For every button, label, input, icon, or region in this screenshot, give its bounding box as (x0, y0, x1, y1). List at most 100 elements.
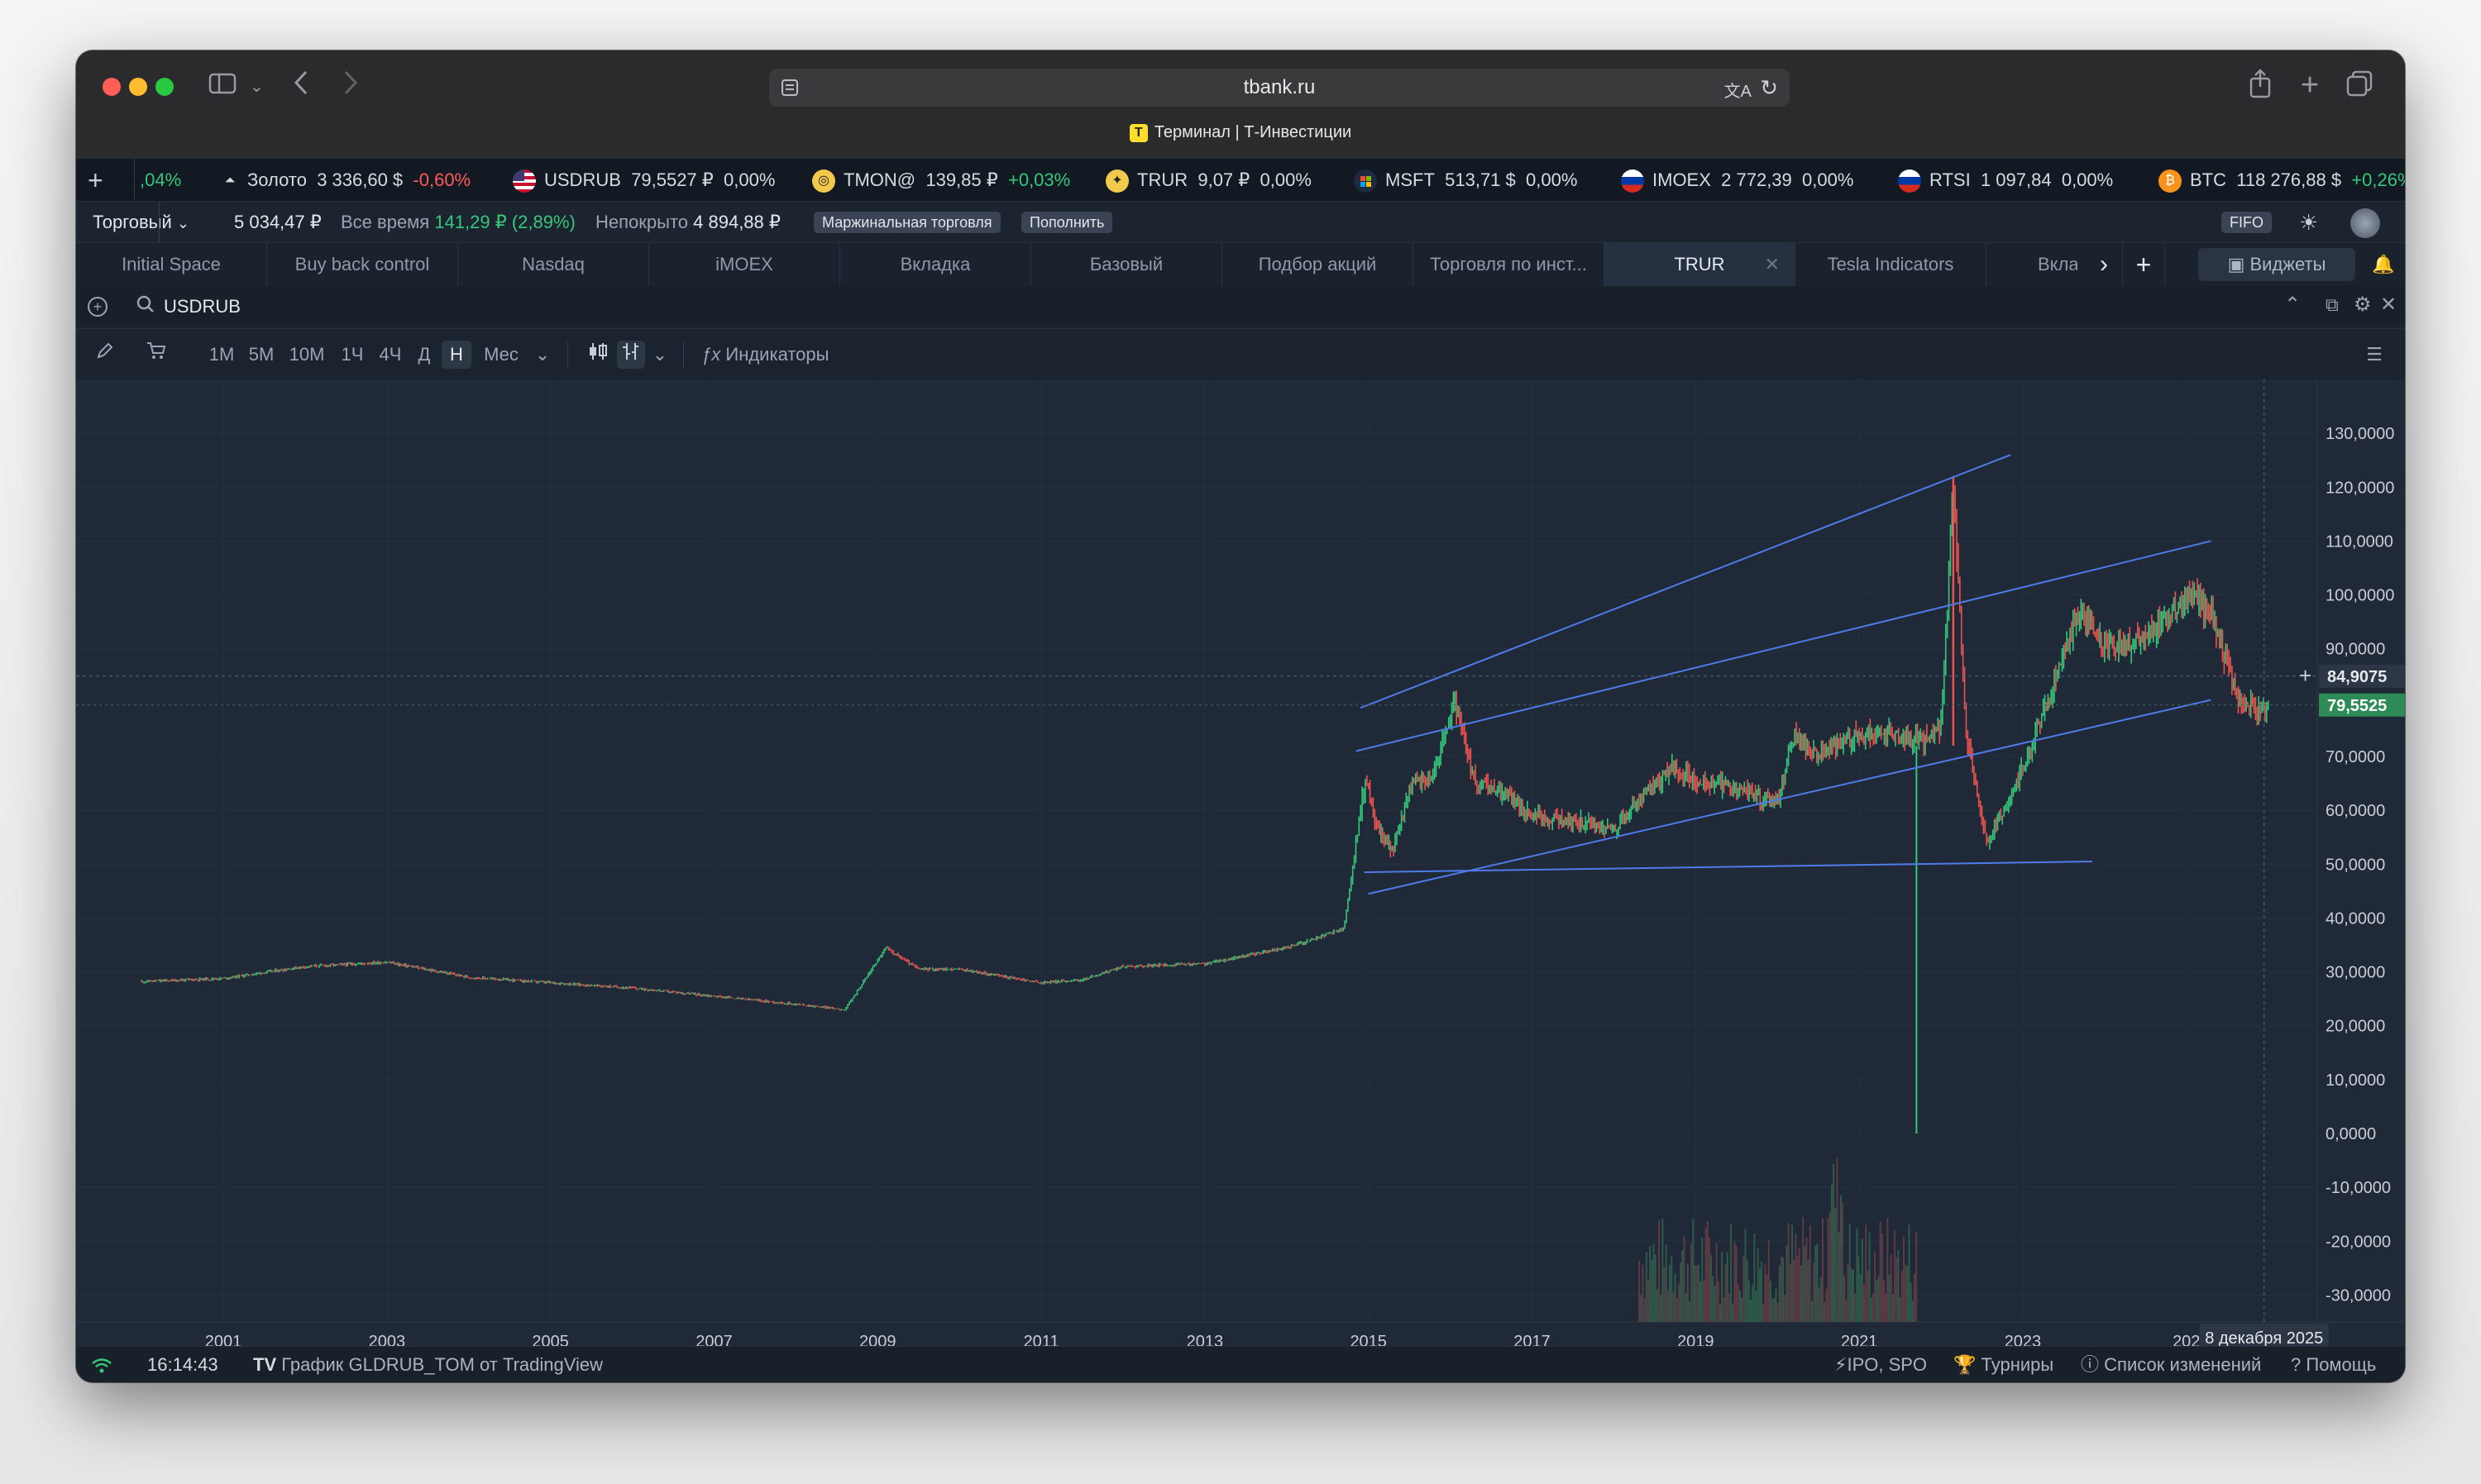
close-widget-icon[interactable]: ✕ (2380, 293, 2397, 316)
tournaments-link[interactable]: 🏆 Турниры (1953, 1347, 2053, 1382)
back-arrow-icon[interactable] (293, 69, 309, 106)
tab-buy-back-control[interactable]: Buy back control (267, 243, 458, 286)
interval-10m[interactable]: 10М (289, 344, 325, 365)
changelog-link[interactable]: ⓘ Список изменений (2081, 1347, 2261, 1382)
ticker-name: Золото (247, 169, 307, 190)
chevron-down-icon[interactable]: ⌄ (652, 344, 668, 365)
ticker-item[interactable]: ₿ BTC 118 276,88 $ +0,26% (2158, 159, 2405, 202)
ticker-item[interactable]: ◎ TMON@ 139,85 ₽ +0,03% (812, 159, 1070, 202)
tab-nasdaq[interactable]: Nasdaq (458, 243, 649, 286)
tradingview-credit[interactable]: TV График GLDRUB_TOM от TradingView (253, 1347, 603, 1382)
minimize-window-button[interactable] (129, 78, 147, 96)
ticker-item[interactable]: RTSI 1 097,84 0,00% (1898, 159, 2113, 202)
tab-torgovlya[interactable]: Торговля по инст... (1413, 243, 1604, 286)
page-menu-icon[interactable] (781, 79, 799, 101)
ticker-item[interactable]: ⏶ Золото 3 336,60 $ -0,60% (221, 159, 471, 202)
volume-bar (1910, 1282, 1912, 1322)
ticker-item[interactable]: ✦ TRUR 9,07 ₽ 0,00% (1106, 159, 1312, 202)
volume-bar (1730, 1224, 1733, 1322)
volume-bar (1640, 1295, 1642, 1322)
interval-5m[interactable]: 5М (248, 344, 275, 365)
volume-bar (1877, 1276, 1880, 1322)
forward-arrow-icon[interactable] (342, 69, 359, 106)
clear-drawings-icon[interactable]: ☰ (2366, 344, 2383, 365)
topup-button[interactable]: Пополнить (1021, 212, 1113, 233)
interval-1m[interactable]: 1М (208, 344, 235, 365)
volume-bar (1710, 1255, 1713, 1322)
tab-initial-space-label[interactable]: Initial Space (76, 243, 267, 286)
volume-bar (1828, 1211, 1831, 1322)
close-window-button[interactable] (103, 78, 121, 96)
reload-icon[interactable]: ↻ (1760, 75, 1778, 100)
bell-icon[interactable]: 🔔 (2372, 254, 2395, 274)
account-selector[interactable]: Торговый ⌄ (93, 202, 189, 244)
ticker-change: ,04% (140, 169, 182, 190)
indicators-button[interactable]: ƒx Индикаторы (701, 341, 850, 369)
symbol-search-input[interactable]: USDRUB (164, 296, 241, 317)
browser-titlebar: ⌄ tbank.ru 文A ↻ + T Терминал | Т-Инвестиц… (76, 50, 2405, 158)
bars-icon[interactable] (617, 341, 645, 369)
y-tick-label: 50,0000 (2326, 856, 2385, 874)
detach-icon[interactable]: ⧉ (2326, 294, 2339, 315)
cart-icon[interactable] (142, 341, 170, 369)
search-icon (136, 294, 155, 319)
chevron-down-icon[interactable]: ⌄ (250, 78, 264, 96)
interval-4h[interactable]: 4Ч (379, 344, 402, 365)
volume-bar (1694, 1265, 1696, 1322)
volume-bar (1895, 1257, 1898, 1322)
margin-trading-chip[interactable]: Маржинальная торговля (814, 212, 1001, 233)
interval-day[interactable]: Д (418, 344, 431, 365)
help-link[interactable]: ? Помощь (2291, 1347, 2376, 1382)
volume-bar (1830, 1185, 1833, 1322)
tab-imoex[interactable]: iMOEX (649, 243, 840, 286)
volume-bar (1752, 1284, 1754, 1322)
add-tab-icon[interactable]: + (2123, 243, 2165, 286)
tab-podbor-akcii[interactable]: Подбор акций (1222, 243, 1413, 286)
collapse-icon[interactable]: ⌃ (2284, 293, 2302, 316)
settings-gear-icon[interactable]: ⚙ (2354, 293, 2372, 316)
tab-bazovyi[interactable]: Базовый (1031, 243, 1222, 286)
ipo-link[interactable]: ⚡IPO, SPO (1834, 1347, 1927, 1382)
volume-bar (1737, 1284, 1739, 1322)
interval-month[interactable]: Мес (484, 344, 519, 365)
add-ticker-icon[interactable]: + (88, 165, 103, 195)
theme-icon[interactable]: ☀ (2299, 210, 2319, 235)
volume-bar (1695, 1265, 1698, 1322)
tab-vkladka[interactable]: Вкладка (840, 243, 1031, 286)
share-icon[interactable] (2248, 69, 2273, 107)
ticker-item[interactable]: IMOEX 2 772,39 0,00% (1621, 159, 1853, 202)
ticker-item[interactable]: ,04% (134, 159, 181, 202)
ticker-item[interactable]: MSFT 513,71 $ 0,00% (1354, 159, 1577, 202)
pencil-icon[interactable] (91, 341, 119, 369)
sidebar-toggle-icon[interactable] (208, 70, 237, 103)
volume-bar (1690, 1243, 1693, 1322)
add-widget-icon[interactable]: + (88, 297, 108, 317)
volume-bar (1747, 1280, 1750, 1322)
ticker-change: 0,00% (1260, 169, 1312, 190)
zoom-window-button[interactable] (155, 78, 174, 96)
chart-canvas[interactable]: 130,0000 120,0000 110,0000 100,0000 90,0000 8… (76, 379, 2405, 1366)
price-chart[interactable]: 130,0000 120,0000 110,0000 100,0000 90,0000 8… (76, 379, 2405, 1366)
tab-tesla-indicators[interactable]: Tesla Indicators (1795, 243, 1986, 286)
new-tab-icon[interactable]: + (2301, 68, 2320, 103)
tabs-scroll-right-icon[interactable]: › (2086, 243, 2123, 286)
interval-week[interactable]: Н (442, 341, 471, 369)
widgets-button[interactable]: ▣ Виджеты (2198, 248, 2355, 281)
address-bar[interactable]: tbank.ru 文A ↻ (769, 69, 1790, 107)
volume-bar (1802, 1217, 1805, 1322)
translate-icon[interactable]: 文A (1723, 83, 1752, 101)
toolbar-divider (683, 342, 684, 367)
avatar[interactable] (2350, 208, 2380, 238)
tab-trur[interactable]: TRUR ✕ (1604, 243, 1795, 286)
browser-window: ⌄ tbank.ru 文A ↻ + T Терминал | Т-Инвестиц… (76, 50, 2405, 1382)
chevron-down-icon[interactable]: ⌄ (534, 344, 551, 365)
close-tab-icon[interactable]: ✕ (1764, 254, 1780, 274)
ticker-item[interactable]: USDRUB 79,5527 ₽ 0,00% (513, 159, 775, 202)
volume-bar (1683, 1236, 1685, 1322)
tab-vkla[interactable]: Вкла (2038, 254, 2077, 274)
tab-overview-icon[interactable] (2346, 70, 2373, 106)
fifo-chip[interactable]: FIFO (2221, 212, 2272, 233)
volume-bar (1819, 1276, 1822, 1322)
interval-1h[interactable]: 1Ч (341, 344, 364, 365)
candles-icon[interactable] (584, 341, 612, 369)
